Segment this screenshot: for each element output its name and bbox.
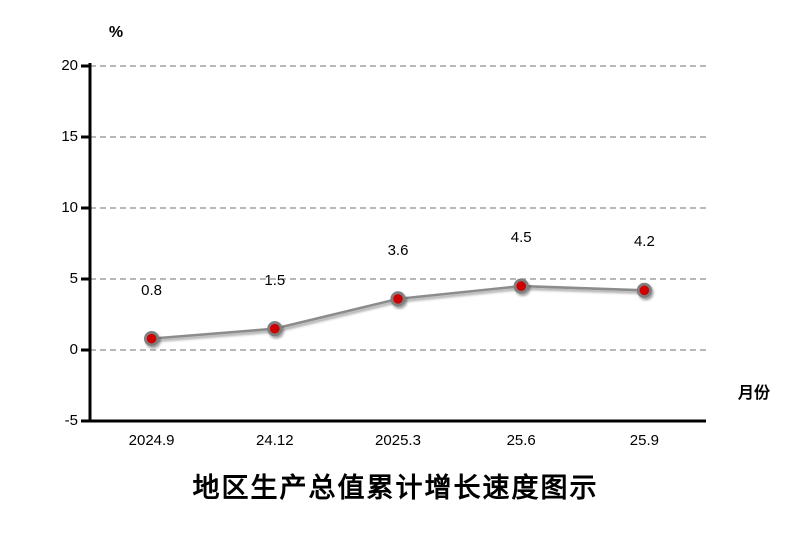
x-tick-label: 24.12 (256, 432, 294, 449)
data-point-marker (390, 291, 406, 307)
data-label: 3.6 (387, 241, 409, 259)
x-tick-label: 2025.3 (375, 432, 421, 449)
data-label: 4.2 (633, 233, 655, 251)
y-tick-label: 20 (61, 57, 78, 74)
chart-title: 地区生产总值累计增长速度图示 (192, 473, 599, 504)
data-label: 4.5 (510, 229, 532, 247)
data-label: 1.5 (264, 271, 286, 289)
x-tick-label: 2024.9 (128, 432, 175, 449)
y-tick-label: -5 (64, 412, 78, 429)
gridlines (90, 65, 706, 351)
axes (81, 63, 706, 423)
y-tick-label: 0 (69, 341, 78, 358)
x-tick-label: 25.6 (506, 432, 536, 449)
y-tick-label: 5 (69, 270, 78, 287)
data-point-marker (267, 321, 283, 337)
y-tick-label: 15 (61, 128, 78, 145)
data-series (144, 278, 653, 347)
y-axis-unit-label: % (108, 24, 124, 41)
x-axis-title: 月份 (737, 383, 770, 402)
data-point-marker (144, 331, 160, 347)
y-tick-label: 10 (61, 199, 78, 216)
data-point-marker (513, 278, 529, 294)
x-tick-label: 25.9 (629, 432, 659, 449)
data-label: 0.8 (141, 281, 163, 299)
data-point-marker (636, 282, 653, 298)
